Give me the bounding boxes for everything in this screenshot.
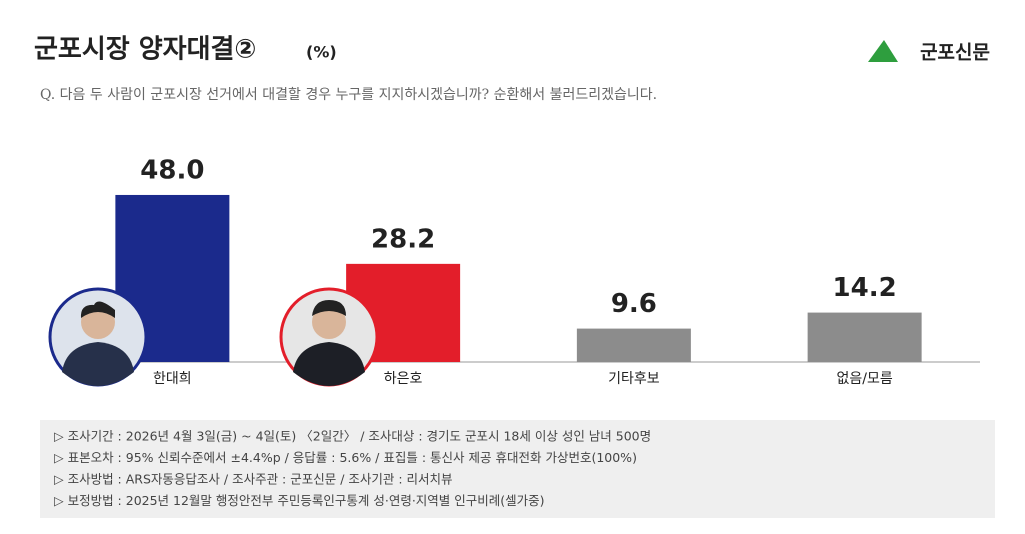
value-label: 9.6 xyxy=(611,289,657,319)
chart-title: 군포시장 양자대결② xyxy=(34,35,256,65)
note: ▷ 표본오차 : 95% 신뢰수준에서 ±4.4%p / 응답률 : 5.6% … xyxy=(54,450,637,465)
value-label: 28.2 xyxy=(371,224,435,254)
subtitle: Q. 다음 두 사람이 군포시장 선거에서 대결할 경우 누구를 지지하시겠습니… xyxy=(40,87,657,103)
notes-box xyxy=(40,420,995,518)
x-tick-label: 하은호 xyxy=(384,371,423,387)
x-tick-label: 기타후보 xyxy=(608,371,660,387)
bar xyxy=(576,328,691,362)
photo xyxy=(48,287,148,387)
unit: (%) xyxy=(306,43,337,62)
logo: 군포신문 xyxy=(868,40,990,64)
note: ▷ 조사방법 : ARS자동응답조사 / 조사주관 : 군포신문 / 조사기관 … xyxy=(54,472,453,487)
bar xyxy=(807,312,922,362)
photos xyxy=(48,287,379,387)
value-label: 48.0 xyxy=(140,155,204,185)
x-tick-label: 없음/모름 xyxy=(837,371,893,387)
note: ▷ 보정방법 : 2025년 12월말 행정안전부 주민등록인구통계 성·연령·… xyxy=(54,493,545,508)
logo-text: 군포신문 xyxy=(920,42,990,64)
note: ▷ 조사기간 : 2026년 4월 3일(금) ~ 4일(토) 〈2일간〉 / … xyxy=(54,429,651,444)
x-tick-label: 한대희 xyxy=(153,371,192,387)
logo-icon xyxy=(868,40,898,62)
photo xyxy=(279,287,379,387)
value-label: 14.2 xyxy=(833,273,897,303)
